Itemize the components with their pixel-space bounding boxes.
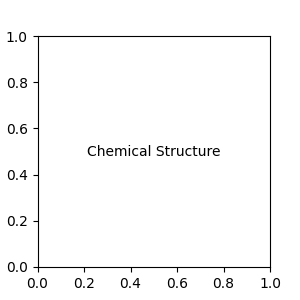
Text: Chemical Structure: Chemical Structure (87, 145, 220, 158)
